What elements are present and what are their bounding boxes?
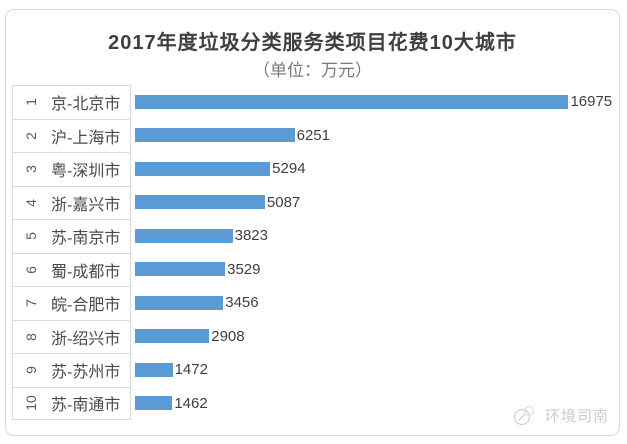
rank-cell: 3 (13, 161, 49, 177)
bar (135, 362, 173, 377)
bar (135, 295, 224, 310)
chart-row: 9 苏-苏州市 1472 (12, 353, 613, 387)
category-cell: 2 沪-上海市 (12, 118, 131, 152)
city-label: 京-北京市 (51, 96, 121, 114)
rank-label: 4 (22, 198, 39, 207)
bar-track: 5294 (135, 152, 613, 186)
chart-card: 2017年度垃圾分类服务类项目花费10大城市 （单位：万元） 1 京-北京市 1… (5, 9, 620, 436)
rank-cell: 9 (13, 362, 49, 378)
city-label: 蜀-成都市 (51, 263, 121, 281)
watermark-label: 环境司南 (544, 407, 609, 425)
category-cell: 7 皖-合肥市 (12, 286, 131, 320)
rank-cell: 2 (13, 128, 49, 144)
bar-track: 5087 (135, 186, 613, 220)
value-label: 3456 (225, 294, 259, 312)
city-label: 粤-深圳市 (51, 163, 121, 181)
chart-row: 8 浙-绍兴市 2908 (12, 319, 613, 354)
bar (135, 128, 295, 143)
bar-track: 6251 (135, 119, 613, 153)
bar-track: 1462 (135, 387, 613, 421)
category-cell: 9 苏-苏州市 (12, 353, 131, 387)
bar-track: 3456 (135, 286, 613, 320)
rank-cell: 10 (13, 395, 49, 411)
bar (135, 195, 265, 210)
bar (135, 396, 173, 411)
value-label: 1462 (174, 394, 208, 412)
value-label: 16975 (570, 93, 613, 111)
rank-cell: 4 (13, 195, 49, 211)
chart-row: 3 粤-深圳市 5294 (12, 152, 613, 186)
bar-track: 3823 (135, 219, 613, 253)
rank-label: 3 (22, 165, 39, 174)
chart-row: 6 蜀-成都市 3529 (12, 252, 613, 287)
bar (135, 161, 271, 176)
category-cell: 4 浙-嘉兴市 (12, 185, 131, 219)
category-cell: 1 京-北京市 (12, 85, 131, 119)
rank-cell: 1 (13, 94, 49, 110)
chart-row: 4 浙-嘉兴市 5087 (12, 185, 613, 220)
rank-label: 2 (22, 131, 39, 140)
value-label: 6251 (296, 126, 330, 144)
chart-row: 10 苏-南通市 1462 (12, 386, 613, 421)
rank-label: 9 (22, 366, 39, 375)
rank-cell: 5 (13, 228, 49, 244)
city-label: 沪-上海市 (51, 129, 121, 147)
city-label: 浙-绍兴市 (51, 330, 121, 348)
value-label: 3823 (234, 227, 268, 245)
rank-label: 8 (22, 332, 39, 341)
bar-track: 16975 (135, 85, 613, 119)
bar-track: 2908 (135, 320, 613, 354)
bar (135, 262, 226, 277)
bar-chart: 1 京-北京市 16975 2 沪-上海市 6251 (12, 85, 613, 420)
value-label: 3529 (227, 260, 261, 278)
rank-label: 5 (22, 232, 39, 241)
rank-label: 1 (22, 98, 39, 107)
bar (135, 329, 210, 344)
chart-row: 7 皖-合肥市 3456 (12, 286, 613, 320)
city-label: 苏-南通市 (51, 397, 121, 415)
bar-track: 3529 (135, 253, 613, 287)
watermark: 环境司南 (512, 403, 609, 427)
rank-label: 7 (22, 299, 39, 308)
chart-row: 1 京-北京市 16975 (12, 85, 613, 119)
chart-title: 2017年度垃圾分类服务类项目花费10大城市 (108, 32, 517, 54)
rank-label: 10 (22, 395, 39, 412)
category-cell: 5 苏-南京市 (12, 219, 131, 253)
category-cell: 6 蜀-成都市 (12, 252, 131, 286)
city-label: 苏-南京市 (51, 230, 121, 248)
value-label: 5087 (266, 193, 301, 211)
chart-row: 2 沪-上海市 6251 (12, 118, 613, 153)
category-cell: 8 浙-绍兴市 (12, 319, 131, 353)
city-label: 浙-嘉兴市 (51, 196, 121, 214)
city-label: 苏-苏州市 (51, 364, 121, 382)
rank-cell: 8 (13, 329, 49, 345)
bar (135, 94, 569, 109)
compass-icon (513, 405, 535, 426)
bar-track: 1472 (135, 353, 613, 387)
value-label: 5294 (272, 160, 306, 178)
bar (135, 228, 233, 243)
city-label: 皖-合肥市 (51, 297, 121, 315)
rank-cell: 7 (13, 295, 49, 311)
rank-cell: 6 (13, 262, 49, 278)
chart-subtitle: （单位：万元） (253, 61, 372, 81)
value-label: 1472 (174, 361, 208, 379)
category-cell: 3 粤-深圳市 (12, 152, 131, 186)
category-cell: 10 苏-南通市 (12, 386, 131, 420)
value-label: 2908 (211, 327, 245, 345)
rank-label: 6 (22, 265, 39, 274)
chart-row: 5 苏-南京市 3823 (12, 219, 613, 253)
